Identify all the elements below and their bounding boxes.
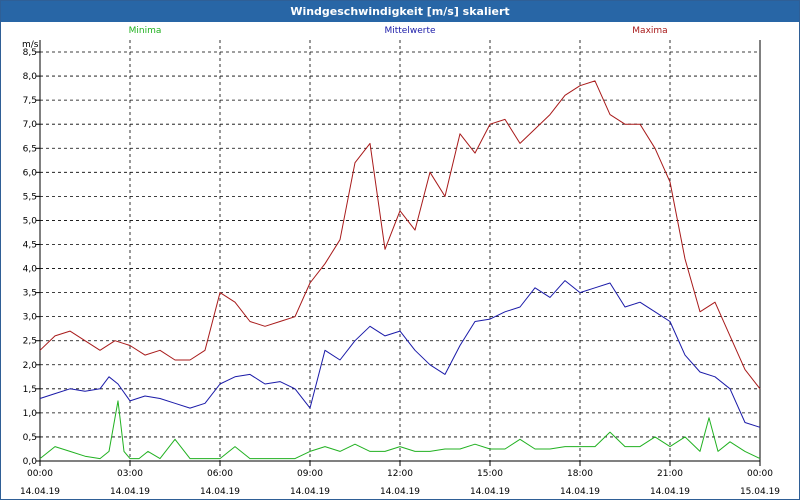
x-tick-date: 14.04.19 bbox=[290, 487, 330, 497]
y-tick-label: 7,5 bbox=[23, 96, 37, 106]
y-tick-label: 6,0 bbox=[23, 168, 38, 178]
x-tick-time: 00:00 bbox=[27, 469, 53, 479]
legend: Minima Mittelwerte Maxima bbox=[129, 26, 668, 36]
x-tick-time: 21:00 bbox=[657, 469, 683, 479]
x-tick-time: 03:00 bbox=[117, 469, 143, 479]
x-tick-labels: 00:00 14.04.19 03:00 14.04.19 06:00 14.04.19 0… bbox=[20, 469, 780, 497]
legend-minima: Minima bbox=[129, 26, 162, 36]
y-tick-label: 1,0 bbox=[23, 409, 38, 419]
x-tick-date: 14.04.19 bbox=[110, 487, 150, 497]
y-tick-label: 3,5 bbox=[23, 289, 37, 299]
series-line-minima bbox=[39, 400, 761, 460]
y-tick-label: 8,0 bbox=[23, 72, 38, 82]
x-tick-time: 18:00 bbox=[567, 469, 593, 479]
x-tick-time: 15:00 bbox=[477, 469, 503, 479]
x-tick-date: 14.04.19 bbox=[200, 487, 240, 497]
x-tick-date: 14.04.19 bbox=[560, 487, 600, 497]
y-axis-unit: m/s bbox=[22, 40, 39, 50]
y-tick-label: 4,5 bbox=[23, 240, 37, 250]
y-tick-label: 5,5 bbox=[23, 192, 37, 202]
y-tick-label: 6,5 bbox=[23, 144, 37, 154]
y-tick-label: 2,5 bbox=[23, 337, 37, 347]
window-title: Windgeschwindigkeit [m/s] skaliert bbox=[1, 1, 799, 22]
x-tick-date: 14.04.19 bbox=[650, 487, 690, 497]
x-tick-time: 00:00 bbox=[747, 469, 773, 479]
y-tick-labels: 0,0 0,5 1,0 1,5 2,0 2,5 3,0 3,5 4,0 4,5 5,0 5,5 6,0 6… bbox=[23, 48, 38, 467]
x-tick-date: 14.04.19 bbox=[380, 487, 420, 497]
grid bbox=[36, 40, 761, 466]
series-line-mittelwerte bbox=[39, 280, 761, 428]
series-line-maxima bbox=[39, 80, 761, 390]
y-tick-label: 1,5 bbox=[23, 385, 37, 395]
x-tick-date: 14.04.19 bbox=[470, 487, 510, 497]
x-tick-date: 15.04.19 bbox=[740, 487, 780, 497]
y-tick-label: 0,0 bbox=[23, 457, 38, 467]
y-tick-label: 8,5 bbox=[23, 48, 37, 58]
x-tick-time: 12:00 bbox=[387, 469, 413, 479]
legend-maxima: Maxima bbox=[632, 26, 667, 36]
y-tick-label: 0,5 bbox=[23, 433, 37, 443]
y-tick-label: 7,0 bbox=[23, 120, 38, 130]
legend-mittelwerte: Mittelwerte bbox=[384, 26, 435, 36]
x-tick-date: 14.04.19 bbox=[20, 487, 60, 497]
axes: m/s bbox=[22, 40, 761, 462]
series bbox=[39, 80, 761, 460]
y-tick-label: 5,0 bbox=[23, 216, 38, 226]
y-tick-label: 4,0 bbox=[23, 265, 38, 275]
x-tick-time: 06:00 bbox=[207, 469, 233, 479]
y-tick-label: 2,0 bbox=[23, 361, 38, 371]
x-tick-time: 09:00 bbox=[297, 469, 323, 479]
y-tick-label: 3,0 bbox=[23, 313, 38, 323]
